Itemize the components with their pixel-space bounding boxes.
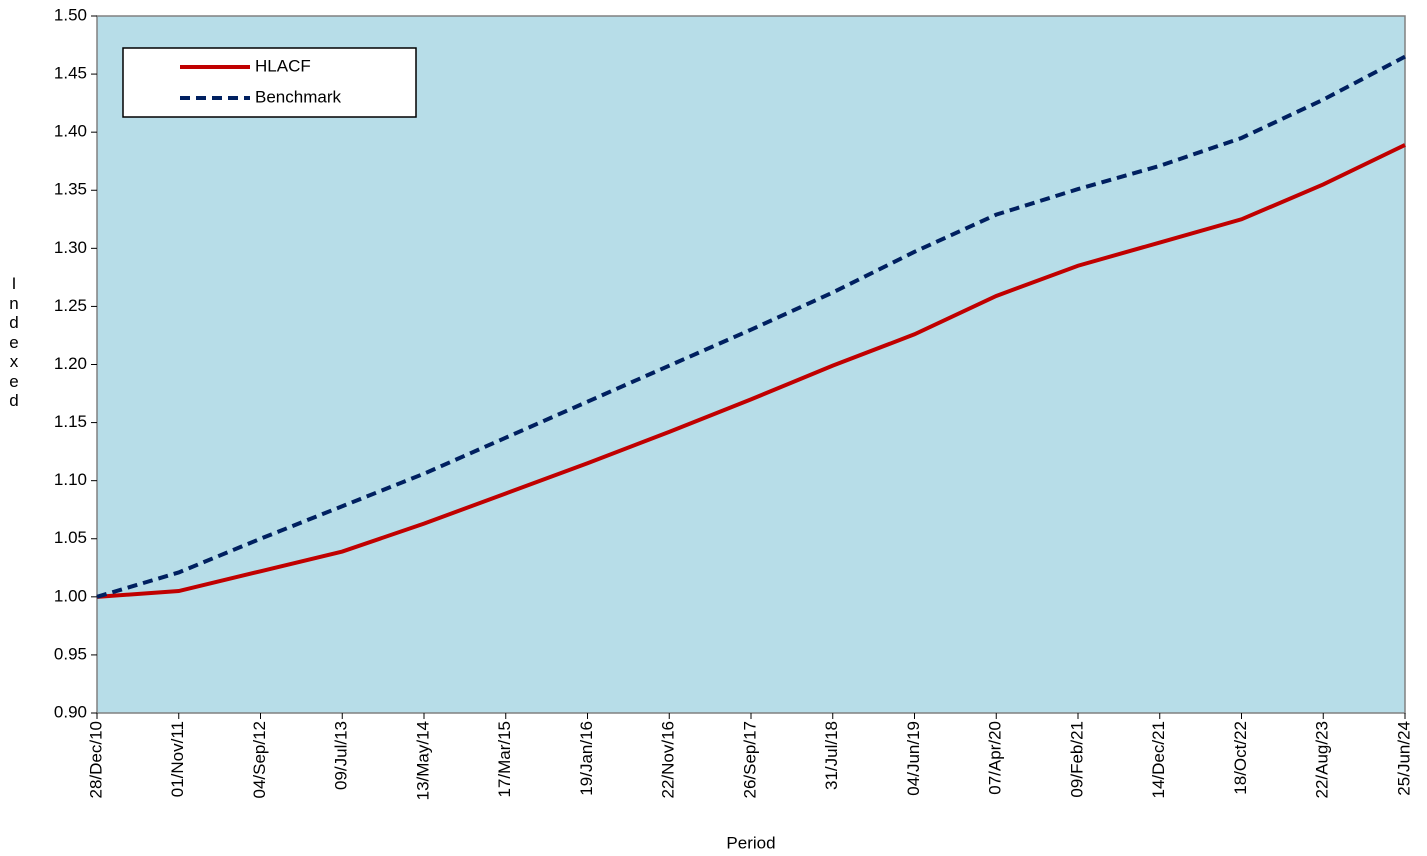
y-tick-label: 1.15 bbox=[54, 412, 87, 431]
x-tick-label: 04/Jun/19 bbox=[904, 721, 923, 796]
y-tick-label: 1.05 bbox=[54, 528, 87, 547]
x-tick-label: 13/May/14 bbox=[413, 721, 432, 800]
y-tick-label: 1.00 bbox=[54, 586, 87, 605]
y-tick-label: 1.45 bbox=[54, 64, 87, 83]
y-axis-label: Indexed bbox=[9, 274, 19, 410]
y-tick-label: 1.10 bbox=[54, 470, 87, 489]
y-tick-label: 1.40 bbox=[54, 122, 87, 141]
series-line bbox=[96, 54, 1406, 599]
y-tick-label: 1.50 bbox=[54, 5, 87, 24]
x-tick-label: 22/Aug/23 bbox=[1313, 721, 1332, 799]
x-tick-label: 14/Dec/21 bbox=[1149, 721, 1168, 799]
x-tick-label: 04/Sep/12 bbox=[250, 721, 269, 799]
x-tick-label: 01/Nov/11 bbox=[168, 721, 187, 797]
x-tick-label: 26/Sep/17 bbox=[740, 721, 759, 799]
x-tick-label: 28/Dec/10 bbox=[86, 721, 105, 799]
x-tick-label: 19/Jan/16 bbox=[577, 721, 596, 796]
plot-area bbox=[96, 15, 1406, 714]
x-tick-label: 17/Mar/15 bbox=[495, 721, 514, 798]
y-tick-label: 0.90 bbox=[54, 702, 87, 721]
y-tick-label: 0.95 bbox=[54, 644, 87, 663]
legend-label: Benchmark bbox=[255, 87, 341, 106]
y-tick-label: 1.35 bbox=[54, 180, 87, 199]
series-line bbox=[96, 143, 1406, 599]
legend: HLACF Benchmark bbox=[122, 47, 417, 118]
x-tick-label: 18/Oct/22 bbox=[1231, 721, 1250, 795]
y-tick-label: 1.25 bbox=[54, 296, 87, 315]
x-axis-label: Period bbox=[726, 833, 775, 852]
legend-box bbox=[122, 47, 417, 118]
x-tick-label: 09/Feb/21 bbox=[1067, 721, 1086, 798]
x-tick-label: 31/Jul/18 bbox=[822, 721, 841, 790]
x-tick-label: 07/Apr/20 bbox=[986, 721, 1005, 795]
y-tick-label: 1.20 bbox=[54, 354, 87, 373]
x-tick-label: 22/Nov/16 bbox=[659, 721, 678, 799]
x-tick-label: 25/Jun/24 bbox=[1394, 721, 1413, 796]
x-tick-label: 09/Jul/13 bbox=[332, 721, 351, 790]
y-tick-label: 1.30 bbox=[54, 238, 87, 257]
legend-label: HLACF bbox=[255, 56, 311, 75]
